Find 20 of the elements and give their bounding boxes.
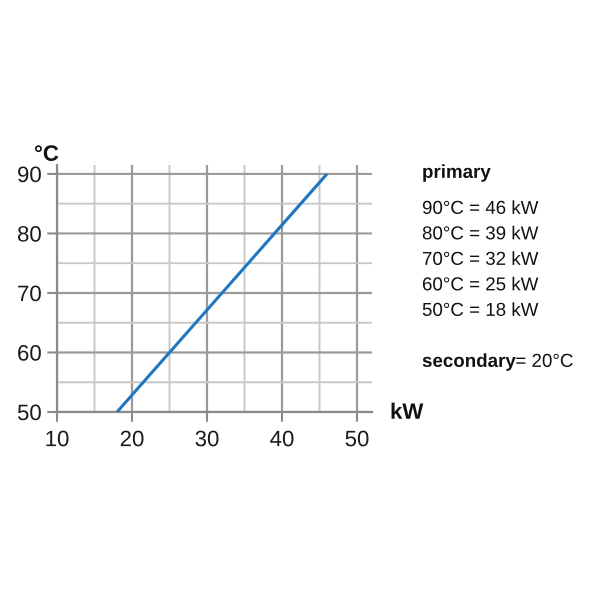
x-tick-label: 30	[195, 430, 218, 446]
y-tick-label: 60	[18, 345, 41, 361]
x-axis-title: kW	[392, 402, 424, 419]
y-tick-label: 50	[18, 404, 41, 420]
y-tick-label: 70	[18, 286, 41, 302]
line-series	[115, 172, 329, 412]
x-tick-label: 40	[270, 430, 294, 446]
text: secondary= 20°C	[422, 353, 573, 371]
text: 50°C = 18 kW	[422, 302, 538, 316]
text: 60°C = 25 kW	[422, 276, 538, 291]
y-axis-title: °C	[34, 145, 58, 161]
text: 70°C = 32 kW	[422, 251, 538, 266]
y-tick-label: 90	[18, 166, 41, 182]
text: 80°C = 39 kW	[422, 226, 538, 240]
text: primary	[423, 164, 491, 182]
x-tick-label: 10	[46, 430, 68, 446]
text: 90°C = 46 kW	[422, 200, 538, 214]
x-tick-label: 20	[120, 430, 144, 446]
y-tick-label: 80	[18, 226, 41, 242]
x-tick-label: 50	[346, 430, 368, 446]
